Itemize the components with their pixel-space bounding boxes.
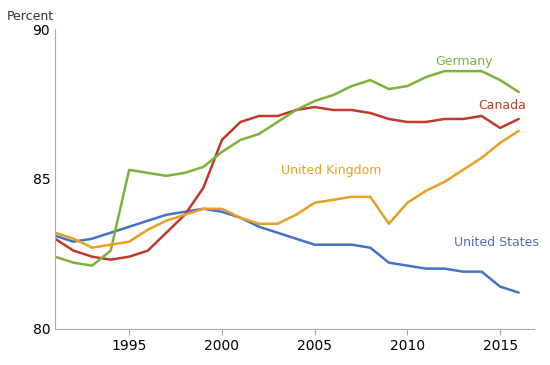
Text: Germany: Germany [435, 55, 493, 68]
Text: Canada: Canada [478, 99, 526, 111]
Text: Percent: Percent [7, 10, 54, 23]
Text: United States: United States [454, 236, 538, 249]
Text: United Kingdom: United Kingdom [281, 164, 382, 177]
